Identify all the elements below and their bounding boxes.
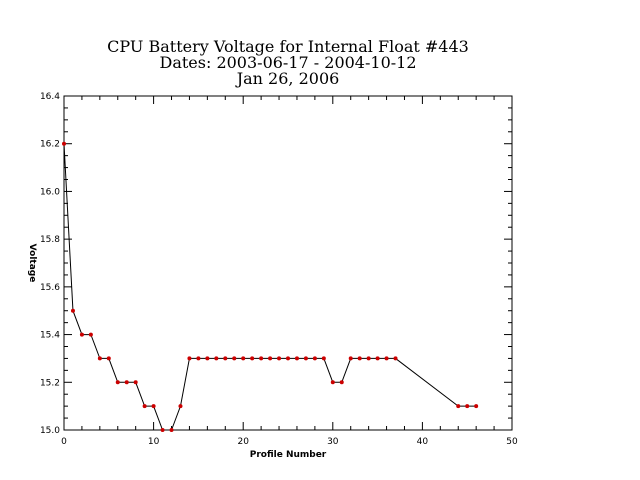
data-point xyxy=(286,356,290,361)
y-axis-label: Voltage xyxy=(27,244,37,283)
data-point xyxy=(321,356,326,361)
data-point xyxy=(312,356,317,361)
data-point xyxy=(169,428,174,432)
y-tick-label: 16.4 xyxy=(40,92,60,102)
data-point xyxy=(277,356,282,361)
axis-ticks xyxy=(63,95,513,431)
data-point xyxy=(115,380,120,385)
y-tick-label: 16.2 xyxy=(40,140,60,150)
chart-title-line-1: CPU Battery Voltage for Internal Float #… xyxy=(107,37,469,56)
data-point xyxy=(124,380,129,385)
data-point xyxy=(187,356,192,361)
data-point xyxy=(88,332,93,337)
data-point xyxy=(133,380,138,385)
data-point xyxy=(330,380,335,385)
data-point xyxy=(393,356,398,361)
data-point xyxy=(375,356,380,361)
data-point xyxy=(348,356,353,361)
data-point xyxy=(223,356,228,361)
x-tick-label: 20 xyxy=(237,437,249,447)
y-tick-label: 15.6 xyxy=(40,283,60,293)
y-tick-label: 16.0 xyxy=(40,187,60,197)
x-tick-label: 10 xyxy=(148,437,160,447)
data-point xyxy=(214,356,219,361)
data-point xyxy=(79,332,84,337)
axis-tick-labels: 0 10 20 30 40 50 15.0 15.2 15.4 15.6 15.8 16.0 16.2 1… xyxy=(40,92,518,447)
data-point xyxy=(232,356,237,361)
series-voltage xyxy=(62,141,479,432)
data-point xyxy=(70,308,75,313)
data-point xyxy=(384,356,389,361)
chart-title-line-3: Jan 26, 2006 xyxy=(235,69,340,88)
data-point xyxy=(62,141,66,146)
chart-title-line-2: Dates: 2003-06-17 - 2004-10-12 xyxy=(159,53,416,72)
data-point xyxy=(142,404,147,409)
data-point xyxy=(366,356,371,361)
data-point xyxy=(205,356,210,361)
y-tick-label: 15.0 xyxy=(40,426,60,436)
data-point xyxy=(196,356,201,361)
data-point xyxy=(160,428,165,432)
data-point xyxy=(456,404,461,409)
data-point xyxy=(259,356,264,361)
data-point xyxy=(474,404,479,409)
data-point xyxy=(151,404,156,409)
series-line xyxy=(63,143,477,431)
y-tick-label: 15.2 xyxy=(40,378,60,388)
x-axis-label: Profile Number xyxy=(250,450,327,460)
chart-title: CPU Battery Voltage for Internal Float #… xyxy=(107,37,469,88)
data-point xyxy=(241,356,246,361)
data-point xyxy=(178,404,183,409)
data-point xyxy=(250,356,255,361)
data-point xyxy=(339,380,344,385)
data-point xyxy=(303,356,308,361)
data-point xyxy=(465,404,470,409)
data-point xyxy=(294,356,299,361)
x-tick-label: 50 xyxy=(506,437,518,447)
y-tick-label: 15.4 xyxy=(40,331,60,341)
x-tick-label: 0 xyxy=(61,437,67,447)
data-point xyxy=(97,356,102,361)
x-tick-label: 40 xyxy=(417,437,429,447)
data-point xyxy=(357,356,362,361)
y-tick-label: 15.8 xyxy=(40,235,60,245)
data-point xyxy=(106,356,111,361)
x-tick-label: 30 xyxy=(327,437,339,447)
data-point xyxy=(268,356,273,361)
plot-frame xyxy=(63,95,513,431)
